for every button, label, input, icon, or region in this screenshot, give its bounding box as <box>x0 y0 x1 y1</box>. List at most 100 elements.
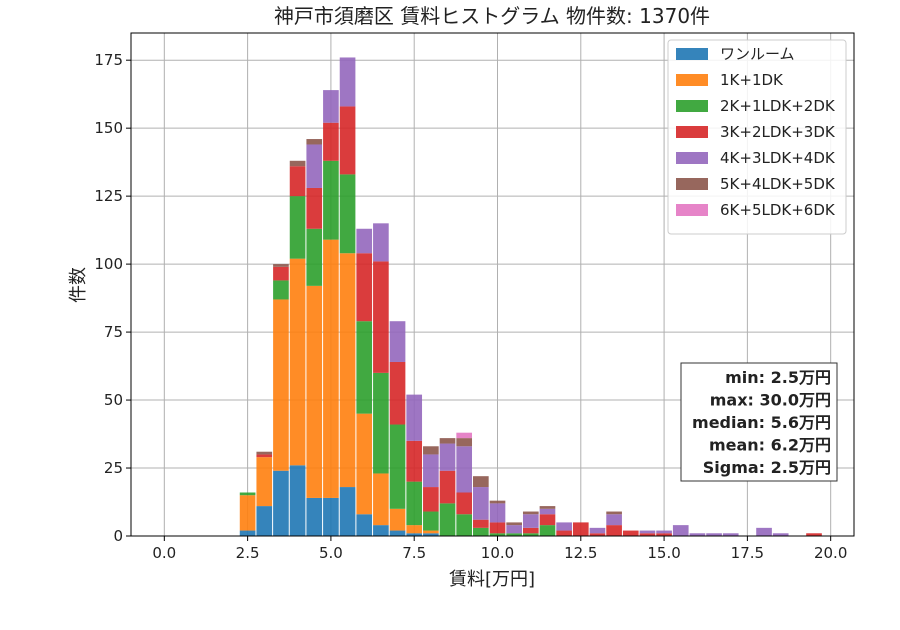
bar-segment-4 <box>606 525 622 536</box>
bar-segment-4 <box>556 530 572 536</box>
y-tick-label: 75 <box>104 323 123 341</box>
y-tick-label: 25 <box>104 459 123 477</box>
y-tick-label: 150 <box>94 119 123 137</box>
bar-segment-4 <box>406 440 423 482</box>
y-tick-label: 175 <box>94 51 123 69</box>
bar-segment-3 <box>423 511 439 531</box>
stats-line: max: 30.0万円 <box>710 391 831 410</box>
bar-segment-5 <box>639 530 656 534</box>
bar-segment-5 <box>406 394 423 441</box>
grid-lines <box>131 33 854 537</box>
bar-segment-5 <box>423 454 439 488</box>
legend-box <box>667 39 847 235</box>
bar-segment-4 <box>473 519 489 528</box>
bar-segment-4 <box>489 522 506 534</box>
bar-segment-2 <box>356 413 373 515</box>
bar-segment-4 <box>323 122 339 161</box>
stats-line: min: 2.5万円 <box>725 368 831 387</box>
bar-segment-1 <box>306 497 323 536</box>
bar-segment-3 <box>289 196 306 259</box>
bar-segment-4 <box>806 533 822 536</box>
bar-segment-6 <box>539 506 556 509</box>
bar-segment-4 <box>256 454 273 458</box>
bar-segment-5 <box>306 144 323 188</box>
bar-segment-4 <box>373 261 389 373</box>
y-axis-label: 件数 <box>68 267 89 303</box>
bar-segment-4 <box>656 533 672 536</box>
bar-segment-2 <box>406 525 423 534</box>
bar-segment-3 <box>373 372 389 474</box>
legend-swatch <box>676 152 708 164</box>
bar-segment-2 <box>273 299 289 471</box>
x-tick-label: 0.0 <box>152 544 176 562</box>
stats-frame <box>680 362 838 482</box>
bar-segment-2 <box>339 253 356 488</box>
y-tick-label: 100 <box>94 255 123 273</box>
legend-label: 4K+3LDK+4DK <box>720 149 836 167</box>
bar-segment-5 <box>439 443 456 471</box>
bar-segment-5 <box>389 321 406 362</box>
bar-segment-2 <box>306 285 323 498</box>
legend-swatch <box>676 204 708 216</box>
bar-segment-6 <box>439 438 456 444</box>
legend: ワンルーム 1K+1DK 2K+1LDK+2DK 3K+2LDK+3DK 4K+3LDK… <box>667 39 847 235</box>
bar-segment-4 <box>622 530 639 536</box>
bar-segment-4 <box>423 487 439 512</box>
bar-segment-3 <box>273 280 289 300</box>
bar-segment-5 <box>522 514 539 528</box>
bar-segment-5 <box>356 228 373 254</box>
x-tick-label: 2.5 <box>236 544 260 562</box>
bar-segment-2 <box>239 495 256 531</box>
bar-segment-4 <box>289 166 306 197</box>
bar-segment-1 <box>239 530 256 536</box>
bar-segment-1 <box>423 533 439 536</box>
stats-line: median: 5.6万円 <box>692 413 831 432</box>
bar-segment-2 <box>323 239 339 498</box>
bar-segment-3 <box>489 533 506 536</box>
histogram-bars <box>239 57 822 536</box>
bar-segment-7 <box>456 432 473 439</box>
bar-segment-3 <box>439 503 456 536</box>
bar-segment-5 <box>539 508 556 515</box>
bar-segment-4 <box>306 187 323 229</box>
bar-segment-6 <box>606 511 622 515</box>
legend-swatch <box>676 74 708 86</box>
bar-segment-5 <box>556 522 572 531</box>
bar-segment-1 <box>256 506 273 536</box>
x-axis-label: 賃料[万円] <box>449 569 535 590</box>
x-tick-label: 12.5 <box>564 544 597 562</box>
bar-segment-5 <box>656 530 672 534</box>
bar-segment-5 <box>473 487 489 520</box>
bar-segment-5 <box>373 223 389 262</box>
bar-segment-4 <box>456 492 473 515</box>
bar-segment-3 <box>506 533 522 536</box>
bar-segment-4 <box>356 253 373 322</box>
y-axis-ticks: 0 25 50 75 100 125 150 175 <box>94 51 131 545</box>
x-tick-label: 17.5 <box>731 544 764 562</box>
bar-segment-1 <box>389 530 406 536</box>
x-tick-label: 7.5 <box>402 544 426 562</box>
chart-title: 神戸市須磨区 賃料ヒストグラム 物件数: 1370件 <box>274 4 710 28</box>
bar-segment-4 <box>389 361 406 425</box>
bar-segment-3 <box>239 492 256 496</box>
bar-segment-4 <box>639 533 656 536</box>
bar-segment-5 <box>722 533 739 536</box>
bar-segment-5 <box>689 533 706 536</box>
bar-segment-2 <box>256 457 273 507</box>
bar-segment-6 <box>489 500 506 504</box>
bar-segment-4 <box>339 106 356 175</box>
bar-segment-3 <box>522 533 539 536</box>
bar-segment-1 <box>356 514 373 536</box>
bar-segment-1 <box>406 533 423 536</box>
bar-segment-6 <box>456 438 473 447</box>
x-axis-ticks: 0.0 2.5 5.0 7.5 10.0 12.5 15.0 17.5 20.0 <box>152 536 847 562</box>
bar-segment-5 <box>672 525 689 536</box>
bar-segment-3 <box>323 160 339 240</box>
bar-segment-3 <box>406 481 423 526</box>
legend-swatch <box>676 126 708 138</box>
bar-segment-1 <box>339 487 356 536</box>
legend-label: 6K+5LDK+6DK <box>720 201 836 219</box>
legend-label: 1K+1DK <box>720 71 784 89</box>
stats-box: min: 2.5万円 max: 30.0万円 median: 5.6万円 mean: … <box>680 362 838 482</box>
